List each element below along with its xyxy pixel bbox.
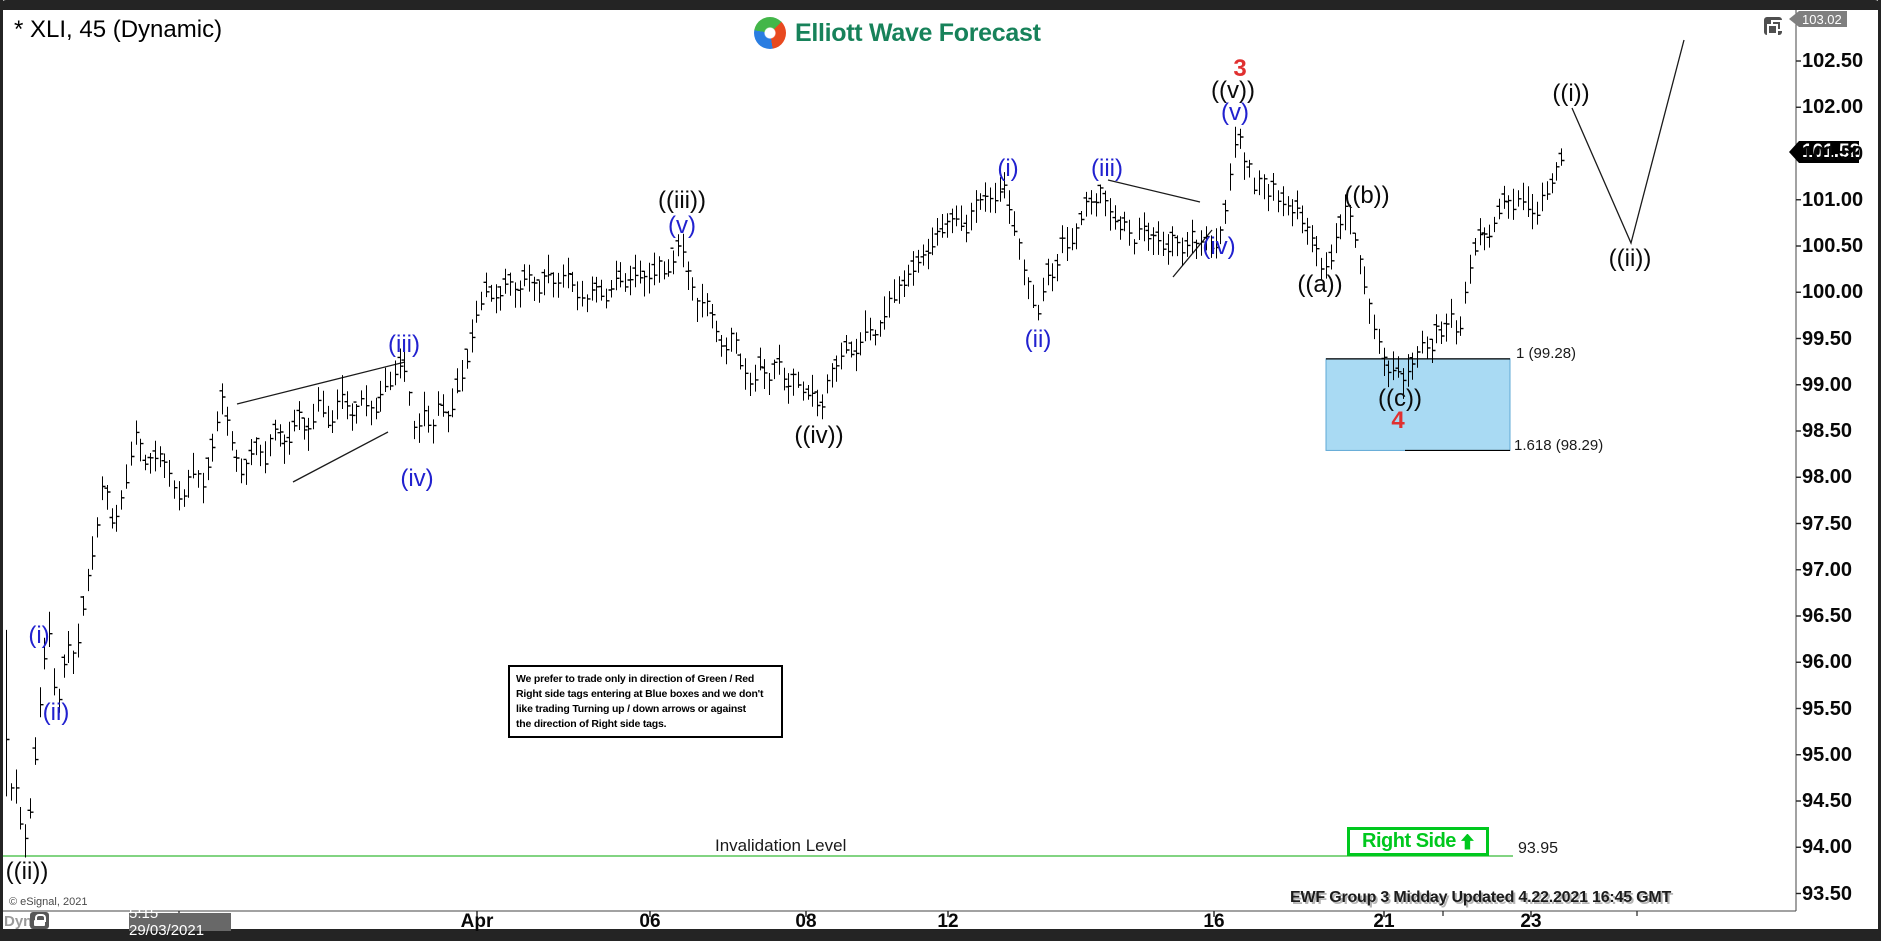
price-axis-label: 94.50	[1802, 790, 1853, 812]
wave-label: (iv)	[400, 465, 434, 492]
date-axis-label: 08	[795, 911, 817, 932]
price-bar-ticks	[6, 133, 1565, 840]
wave-label: ((i))	[1552, 80, 1590, 107]
date-axis-label: 23	[1520, 911, 1542, 932]
price-axis-label: 98.50	[1802, 420, 1853, 442]
wave-label: ((ii))	[1608, 245, 1652, 272]
brand-logo: Elliott Wave Forecast	[754, 17, 1041, 49]
wave-label: ((iii))	[658, 187, 706, 214]
blue-box	[1325, 358, 1511, 451]
update-note: EWF Group 3 Midday Updated 4.22.2021 16:…	[1290, 889, 1672, 906]
price-axis-label: 94.00	[1802, 836, 1853, 859]
window-bottom-bar	[0, 929, 1881, 941]
copyright-label: © eSignal, 2021	[9, 896, 88, 908]
date-axis-label: 06	[639, 911, 661, 932]
wave-label: ((v))	[1211, 77, 1255, 104]
price-axis-label: 97.00	[1802, 558, 1853, 581]
disclaimer-line: Right side tags entering at Blue boxes a…	[516, 688, 764, 700]
price-bars	[6, 126, 1562, 858]
trend-line	[236, 361, 406, 405]
wave-label: ((ii))	[5, 858, 49, 885]
ewf-swirl-logo-icon	[754, 17, 786, 49]
trend-line	[292, 431, 389, 483]
price-axis-label: 99.50	[1802, 327, 1853, 350]
invalidation-price-label: 93.95	[1518, 840, 1559, 857]
current-price-tag: 101.52	[1789, 141, 1859, 163]
up-arrow-icon	[1460, 833, 1474, 850]
window-right-border	[1878, 0, 1881, 941]
disclaimer-note-box: We prefer to trade only in direction of …	[508, 665, 783, 738]
invalidation-level-label: Invalidation Level	[715, 836, 847, 855]
price-axis-label: 95.00	[1802, 743, 1853, 766]
projection-path	[1571, 39, 1685, 245]
price-axis-label: 100.00	[1802, 281, 1864, 304]
window-restore-icon[interactable]	[1764, 17, 1782, 35]
wave-label: (iii)	[388, 331, 420, 358]
price-axis-label: 93.50	[1802, 882, 1853, 905]
lock-icon[interactable]	[30, 912, 49, 929]
dynamic-mode-label: Dyn	[4, 913, 33, 930]
price-axis-label: 101.00	[1802, 188, 1864, 211]
price-axis-label: 101.50	[1802, 142, 1864, 165]
price-axis-label: 102.00	[1802, 96, 1864, 119]
wave-label: (i)	[997, 155, 1019, 182]
date-axis-label: 21	[1373, 911, 1395, 932]
date-axis-label: 16	[1203, 911, 1225, 932]
wave-label: (iv)	[1202, 233, 1236, 260]
wave-label: (i)	[28, 622, 50, 649]
chart-start-timestamp: 5:15 29/03/2021	[129, 905, 231, 939]
wave-label: (v)	[1221, 99, 1249, 126]
wave-label: ((a))	[1297, 271, 1343, 298]
right-side-badge-label: Right Side	[1362, 830, 1456, 852]
trend-line	[1107, 179, 1201, 203]
session-high-price-tag: 103.02	[1789, 11, 1847, 27]
disclaimer-line: We prefer to trade only in direction of …	[516, 673, 755, 685]
price-axis-label: 99.00	[1802, 373, 1853, 396]
wave-label: (iii)	[1091, 155, 1123, 182]
wave-label: (ii)	[42, 699, 70, 726]
disclaimer-line: like trading Turning up / down arrows or…	[516, 703, 746, 715]
price-axis-label: 96.00	[1802, 651, 1853, 674]
right-side-badge: Right Side	[1347, 827, 1489, 856]
price-axis-label: 102.50	[1802, 50, 1864, 72]
window-left-border	[0, 0, 3, 941]
chart-symbol-title: * XLI, 45 (Dynamic)	[14, 16, 223, 43]
price-axis-label: 100.50	[1802, 235, 1864, 257]
date-axis-label: Apr	[460, 911, 494, 932]
wave-label: ((b))	[1344, 182, 1390, 209]
wave-label: (ii)	[1024, 326, 1052, 353]
wave-label: ((iv))	[794, 422, 844, 449]
restore-icon-square	[1767, 24, 1778, 35]
date-axis-label: 12	[937, 911, 959, 932]
price-axis-label: 97.50	[1802, 512, 1853, 535]
wave-label: (v)	[668, 212, 696, 239]
fib-level-label-1: 1 (99.28)	[1516, 345, 1577, 362]
disclaimer-line: the direction of Right side tags.	[516, 718, 667, 730]
price-axis-label: 96.50	[1802, 605, 1853, 627]
brand-logo-text: Elliott Wave Forecast	[795, 18, 1041, 47]
wave-label: 4	[1391, 407, 1405, 434]
wave-label: ((c))	[1378, 385, 1422, 412]
fib-level-label-1618: 1.618 (98.29)	[1514, 437, 1604, 454]
price-axis-label: 95.50	[1802, 697, 1853, 720]
window-title-bar[interactable]	[0, 0, 1881, 10]
price-axis-label: 98.00	[1802, 466, 1853, 489]
wave-label: 3	[1233, 55, 1247, 82]
